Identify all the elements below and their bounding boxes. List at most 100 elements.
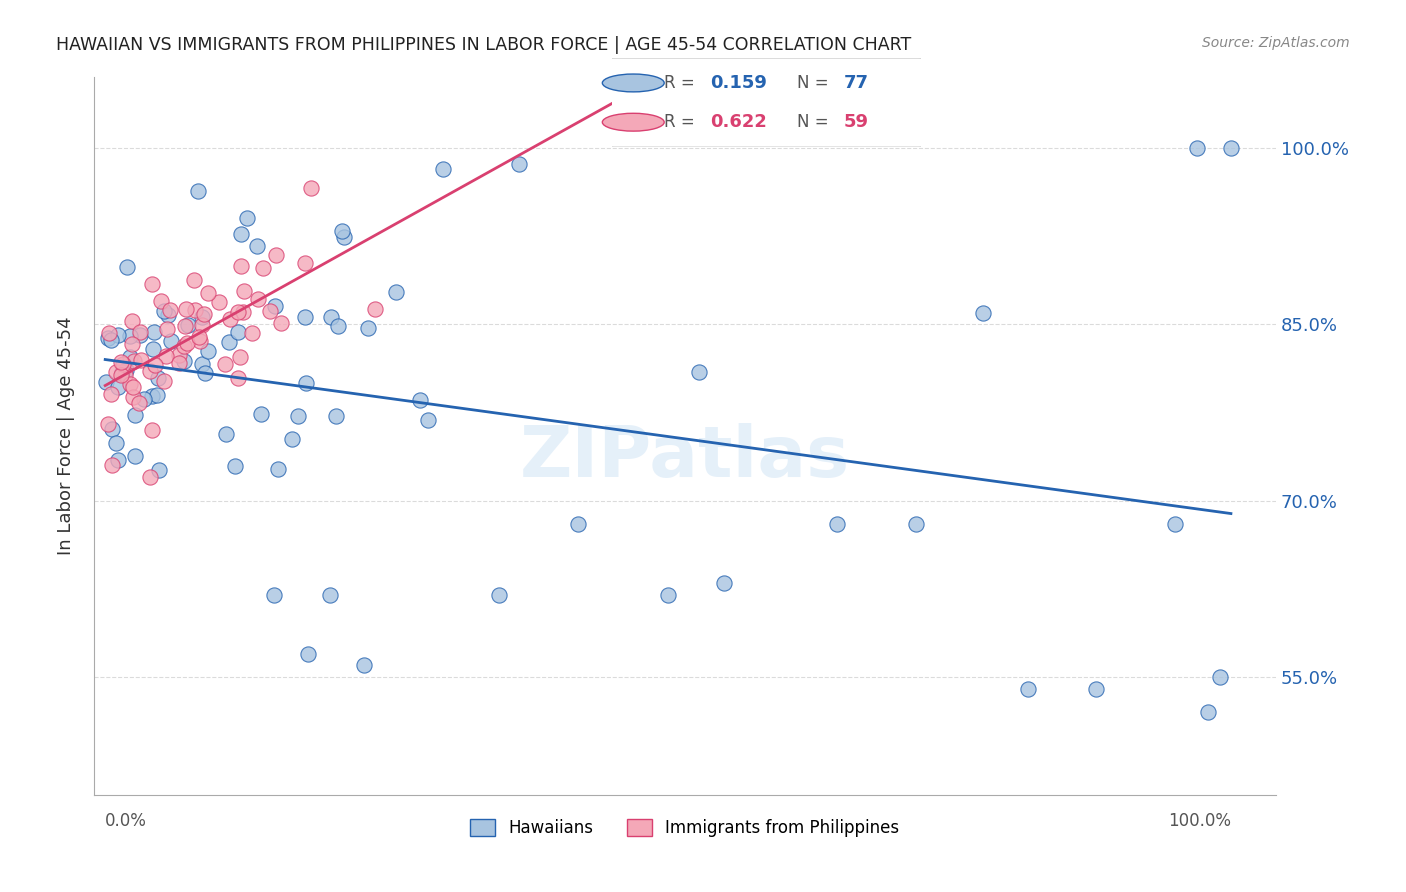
- Immigrants from Philippines: [141, 277, 163, 291]
- Hawaiians: [176, 318, 198, 332]
- Immigrants from Philippines: [184, 302, 207, 317]
- Hawaiians: [187, 184, 209, 198]
- Hawaiians: [263, 588, 285, 602]
- Hawaiians: [128, 328, 150, 343]
- Immigrants from Philippines: [167, 356, 190, 370]
- Text: 100.0%: 100.0%: [1168, 813, 1230, 830]
- Immigrants from Philippines: [191, 318, 214, 332]
- Immigrants from Philippines: [139, 364, 162, 378]
- Immigrants from Philippines: [174, 318, 197, 333]
- Circle shape: [602, 113, 664, 131]
- Hawaiians: [319, 588, 342, 602]
- Immigrants from Philippines: [122, 391, 145, 405]
- Hawaiians: [297, 647, 319, 661]
- Hawaiians: [117, 260, 139, 275]
- Hawaiians: [124, 449, 146, 463]
- Hawaiians: [107, 380, 129, 394]
- Hawaiians: [657, 588, 679, 602]
- Hawaiians: [110, 365, 132, 379]
- Hawaiians: [321, 310, 343, 325]
- Immigrants from Philippines: [363, 302, 385, 317]
- Immigrants from Philippines: [219, 312, 242, 326]
- Hawaiians: [332, 229, 354, 244]
- Hawaiians: [191, 310, 214, 325]
- Hawaiians: [100, 422, 122, 436]
- Immigrants from Philippines: [240, 326, 263, 340]
- Immigrants from Philippines: [110, 355, 132, 369]
- Hawaiians: [120, 328, 142, 343]
- Hawaiians: [972, 305, 994, 319]
- Text: R =: R =: [664, 113, 700, 131]
- Hawaiians: [295, 376, 318, 390]
- Immigrants from Philippines: [193, 308, 215, 322]
- Immigrants from Philippines: [156, 322, 179, 336]
- Immigrants from Philippines: [270, 316, 292, 330]
- Hawaiians: [105, 436, 128, 450]
- Hawaiians: [157, 308, 180, 322]
- Immigrants from Philippines: [187, 329, 209, 343]
- Immigrants from Philippines: [183, 273, 205, 287]
- Hawaiians: [134, 392, 156, 407]
- Hawaiians: [330, 224, 353, 238]
- Text: Source: ZipAtlas.com: Source: ZipAtlas.com: [1202, 36, 1350, 50]
- Immigrants from Philippines: [121, 337, 143, 351]
- Immigrants from Philippines: [101, 458, 124, 473]
- Text: 0.0%: 0.0%: [105, 813, 148, 830]
- Hawaiians: [1017, 681, 1039, 696]
- Immigrants from Philippines: [169, 348, 191, 362]
- Hawaiians: [141, 389, 163, 403]
- Hawaiians: [294, 310, 316, 324]
- Hawaiians: [1185, 141, 1208, 155]
- Immigrants from Philippines: [299, 181, 322, 195]
- Hawaiians: [118, 350, 141, 364]
- Hawaiians: [263, 299, 285, 313]
- Immigrants from Philippines: [233, 285, 256, 299]
- Hawaiians: [173, 354, 195, 368]
- Hawaiians: [418, 412, 440, 426]
- Hawaiians: [508, 157, 530, 171]
- Immigrants from Philippines: [173, 339, 195, 353]
- Immigrants from Philippines: [159, 303, 181, 318]
- FancyBboxPatch shape: [609, 58, 924, 147]
- Hawaiians: [194, 367, 217, 381]
- Y-axis label: In Labor Force | Age 45-54: In Labor Force | Age 45-54: [58, 317, 75, 556]
- Hawaiians: [148, 371, 170, 385]
- Hawaiians: [124, 408, 146, 422]
- Hawaiians: [97, 331, 120, 345]
- Hawaiians: [142, 342, 165, 356]
- Hawaiians: [229, 227, 252, 242]
- Immigrants from Philippines: [121, 314, 143, 328]
- Immigrants from Philippines: [208, 294, 231, 309]
- Hawaiians: [107, 452, 129, 467]
- Immigrants from Philippines: [139, 470, 162, 484]
- Immigrants from Philippines: [252, 260, 274, 275]
- Hawaiians: [567, 517, 589, 532]
- Hawaiians: [152, 304, 174, 318]
- Immigrants from Philippines: [174, 302, 197, 317]
- Hawaiians: [107, 328, 129, 343]
- Hawaiians: [143, 325, 166, 339]
- Text: N =: N =: [797, 74, 834, 92]
- Hawaiians: [159, 334, 181, 349]
- Hawaiians: [224, 459, 246, 474]
- Hawaiians: [1163, 517, 1185, 532]
- Immigrants from Philippines: [141, 423, 163, 437]
- Immigrants from Philippines: [294, 256, 316, 270]
- Hawaiians: [688, 365, 710, 379]
- Immigrants from Philippines: [188, 334, 211, 348]
- Immigrants from Philippines: [118, 377, 141, 392]
- Hawaiians: [287, 409, 309, 423]
- Hawaiians: [353, 658, 375, 673]
- Hawaiians: [409, 393, 432, 408]
- Immigrants from Philippines: [114, 368, 136, 382]
- Hawaiians: [385, 285, 408, 299]
- Hawaiians: [825, 517, 848, 532]
- Text: ZIPatlas: ZIPatlas: [520, 423, 851, 492]
- Immigrants from Philippines: [128, 396, 150, 410]
- Hawaiians: [218, 335, 240, 350]
- Hawaiians: [191, 357, 214, 371]
- Immigrants from Philippines: [149, 294, 172, 309]
- Text: HAWAIIAN VS IMMIGRANTS FROM PHILIPPINES IN LABOR FORCE | AGE 45-54 CORRELATION C: HAWAIIAN VS IMMIGRANTS FROM PHILIPPINES …: [56, 36, 911, 54]
- Hawaiians: [1208, 670, 1230, 684]
- Immigrants from Philippines: [143, 358, 166, 372]
